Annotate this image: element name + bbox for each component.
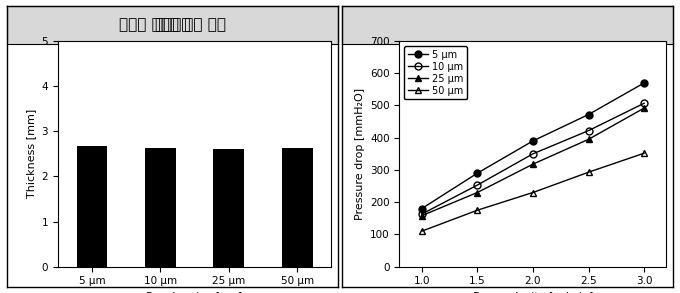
Bar xyxy=(77,146,107,267)
50 μm xyxy=(585,171,593,174)
X-axis label: Face velocity [m/min]: Face velocity [m/min] xyxy=(473,292,593,293)
10 μm xyxy=(585,129,593,132)
50 μm xyxy=(640,151,648,155)
50 μm xyxy=(418,229,426,233)
50 μm xyxy=(529,191,537,194)
5 μm xyxy=(585,113,593,116)
5 μm xyxy=(473,171,481,175)
5 μm xyxy=(529,139,537,143)
10 μm xyxy=(640,101,648,105)
Legend: 5 μm, 10 μm, 25 μm, 50 μm: 5 μm, 10 μm, 25 μm, 50 μm xyxy=(405,46,467,100)
5 μm xyxy=(418,207,426,210)
25 μm xyxy=(585,138,593,141)
Line: 5 μm: 5 μm xyxy=(418,79,647,212)
50 μm xyxy=(473,209,481,212)
Text: 압력손실: 압력손실 xyxy=(154,17,191,33)
25 μm xyxy=(640,106,648,110)
Line: 25 μm: 25 μm xyxy=(418,105,647,219)
5 μm xyxy=(640,81,648,85)
10 μm xyxy=(418,212,426,216)
25 μm xyxy=(529,162,537,166)
Line: 10 μm: 10 μm xyxy=(418,100,647,218)
10 μm xyxy=(473,183,481,187)
Y-axis label: Thickness [mm]: Thickness [mm] xyxy=(26,109,36,198)
Line: 50 μm: 50 μm xyxy=(418,150,647,235)
Bar xyxy=(282,149,313,267)
X-axis label: Powder size [μm]: Powder size [μm] xyxy=(146,292,243,293)
10 μm xyxy=(529,152,537,156)
25 μm xyxy=(473,191,481,194)
Bar xyxy=(214,149,244,267)
Y-axis label: Pressure drop [mmH₂O]: Pressure drop [mmH₂O] xyxy=(354,88,364,220)
Text: 첨가물 입경에 따른 두께: 첨가물 입경에 따른 두께 xyxy=(119,17,226,33)
25 μm xyxy=(418,214,426,217)
Bar xyxy=(145,148,176,267)
